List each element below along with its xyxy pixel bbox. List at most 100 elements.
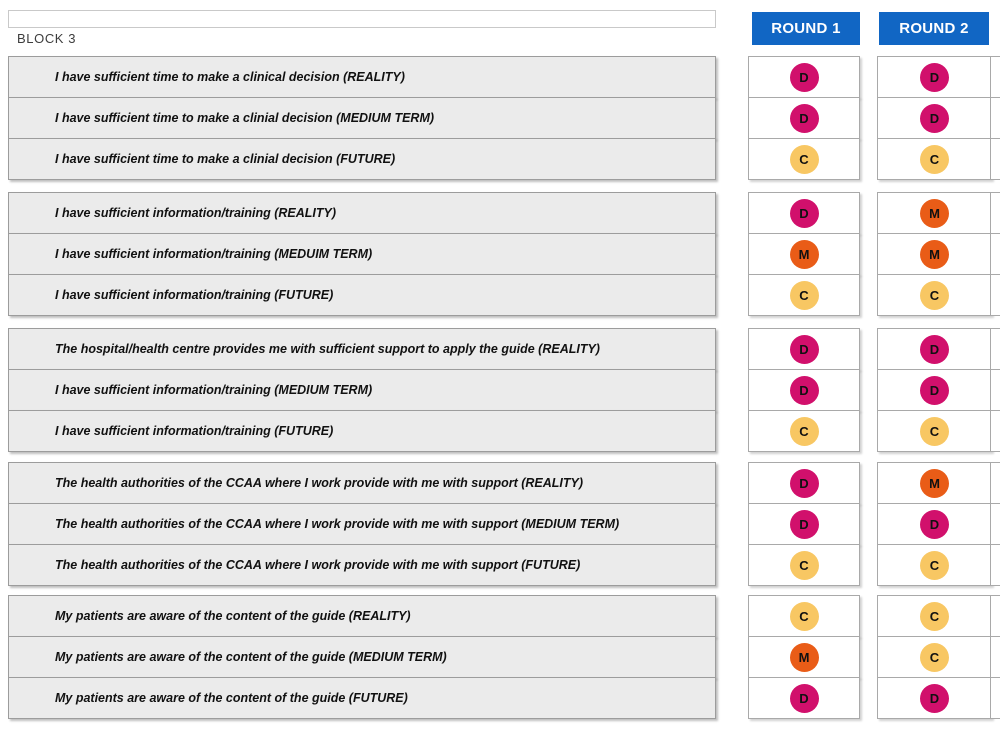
round1-cell: D xyxy=(748,192,860,234)
round2-cell: D xyxy=(877,677,992,719)
response-code-circle: C xyxy=(789,280,819,310)
response-code-circle: M xyxy=(920,239,949,269)
response-code-circle: C xyxy=(920,280,949,310)
response-code-circle: C xyxy=(789,550,819,580)
statement-label: I have sufficient time to make a clinial… xyxy=(55,111,435,125)
round1-cell: D xyxy=(748,369,860,411)
cropped-column-cell xyxy=(990,56,1000,98)
round2-cell: C xyxy=(877,410,992,452)
response-code-circle: C xyxy=(789,416,819,446)
response-code-circle: C xyxy=(920,144,949,174)
cropped-column-cell xyxy=(990,595,1000,637)
response-code-circle: D xyxy=(789,334,819,364)
statement-label: The health authorities of the CCAA where… xyxy=(55,517,620,531)
statement-row: I have sufficient information/training (… xyxy=(8,369,716,411)
statement-row: My patients are aware of the content of … xyxy=(8,595,716,637)
statement-label: My patients are aware of the content of … xyxy=(55,650,447,664)
statement-row: I have sufficient information/training (… xyxy=(8,410,716,452)
statement-row: My patients are aware of the content of … xyxy=(8,677,716,719)
cropped-column-cell xyxy=(990,138,1000,180)
response-code-circle: C xyxy=(920,416,949,446)
response-code-circle: D xyxy=(789,509,819,539)
statement-label: My patients are aware of the content of … xyxy=(55,609,411,623)
round2-cell: D xyxy=(877,369,992,411)
response-code-circle: D xyxy=(789,62,819,92)
round1-cell: C xyxy=(748,410,860,452)
round1-cell: C xyxy=(748,274,860,316)
cropped-column-cell xyxy=(990,410,1000,452)
cropped-column-cell xyxy=(990,544,1000,586)
response-code-circle: C xyxy=(920,642,949,672)
response-code-circle: C xyxy=(920,550,949,580)
round2-cell: C xyxy=(877,595,992,637)
round2-cell: M xyxy=(877,462,992,504)
empty-header-bar xyxy=(8,10,716,28)
round1-cell: D xyxy=(748,97,860,139)
response-code-circle: D xyxy=(920,334,949,364)
round1-cell: D xyxy=(748,56,860,98)
response-code-circle: C xyxy=(789,601,819,631)
round1-cell: D xyxy=(748,462,860,504)
round1-cell: C xyxy=(748,595,860,637)
statement-label: I have sufficient information/training (… xyxy=(55,288,334,302)
cropped-column-cell xyxy=(990,677,1000,719)
round1-cell: D xyxy=(748,677,860,719)
statement-row: I have sufficient information/training (… xyxy=(8,233,716,275)
statement-row: The health authorities of the CCAA where… xyxy=(8,544,716,586)
statement-label: I have sufficient information/training (… xyxy=(55,424,334,438)
statement-row: I have sufficient information/training (… xyxy=(8,274,716,316)
response-code-circle: M xyxy=(789,239,819,269)
round2-cell: C xyxy=(877,138,992,180)
cropped-column-cell xyxy=(990,192,1000,234)
statement-row: I have sufficient information/training (… xyxy=(8,192,716,234)
cropped-column-cell xyxy=(990,369,1000,411)
statement-row: The health authorities of the CCAA where… xyxy=(8,462,716,504)
response-code-circle: D xyxy=(789,375,819,405)
cropped-column-cell xyxy=(990,328,1000,370)
response-code-circle: D xyxy=(789,683,819,713)
round2-cell: C xyxy=(877,544,992,586)
response-code-circle: M xyxy=(789,642,819,672)
response-code-circle: M xyxy=(920,198,949,228)
statement-label: I have sufficient information/training (… xyxy=(55,247,373,261)
response-code-circle: C xyxy=(789,144,819,174)
round1-cell: M xyxy=(748,636,860,678)
statement-row: I have sufficient time to make a clinial… xyxy=(8,97,716,139)
response-code-circle: D xyxy=(920,62,949,92)
round1-column-header: ROUND 1 xyxy=(752,12,860,45)
response-code-circle: D xyxy=(789,198,819,228)
round1-cell: D xyxy=(748,328,860,370)
cropped-column-cell xyxy=(990,274,1000,316)
statement-label: I have sufficient information/training (… xyxy=(55,383,373,397)
cropped-column-cell xyxy=(990,97,1000,139)
statement-row: The health authorities of the CCAA where… xyxy=(8,503,716,545)
round2-cell: D xyxy=(877,328,992,370)
round2-cell: C xyxy=(877,274,992,316)
statement-row: I have sufficient time to make a clinial… xyxy=(8,138,716,180)
statement-label: My patients are aware of the content of … xyxy=(55,691,408,705)
statement-row: I have sufficient time to make a clinica… xyxy=(8,56,716,98)
response-code-circle: M xyxy=(920,468,949,498)
statement-label: The health authorities of the CCAA where… xyxy=(55,476,584,490)
round2-cell: M xyxy=(877,192,992,234)
round1-cell: D xyxy=(748,503,860,545)
statement-label: I have sufficient time to make a clinial… xyxy=(55,152,396,166)
round1-cell: M xyxy=(748,233,860,275)
statement-row: My patients are aware of the content of … xyxy=(8,636,716,678)
response-code-circle: D xyxy=(920,375,949,405)
cropped-column-cell xyxy=(990,462,1000,504)
response-code-circle: D xyxy=(789,468,819,498)
response-code-circle: D xyxy=(920,683,949,713)
response-code-circle: D xyxy=(920,509,949,539)
response-code-circle: C xyxy=(920,601,949,631)
cropped-column-cell xyxy=(990,636,1000,678)
round2-cell: C xyxy=(877,636,992,678)
response-code-circle: D xyxy=(920,103,949,133)
statement-label: The hospital/health centre provides me w… xyxy=(55,342,600,356)
round2-column-header: ROUND 2 xyxy=(879,12,989,45)
round2-cell: D xyxy=(877,503,992,545)
cropped-column-cell xyxy=(990,233,1000,275)
round2-cell: D xyxy=(877,97,992,139)
round2-cell: M xyxy=(877,233,992,275)
